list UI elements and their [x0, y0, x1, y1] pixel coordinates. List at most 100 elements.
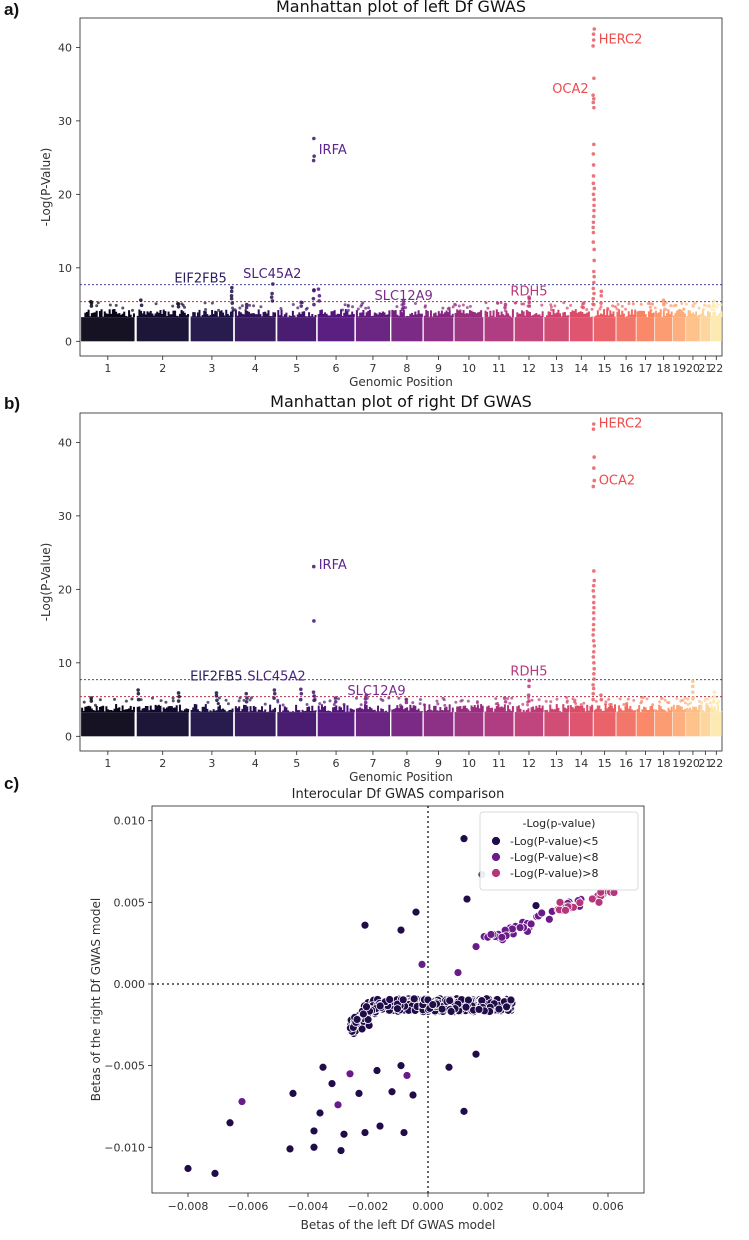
peak-snp-point	[312, 694, 316, 698]
beta-point	[446, 997, 454, 1005]
x-tick-label: 1	[104, 757, 111, 770]
snp-column	[527, 708, 529, 712]
snp-column	[353, 314, 355, 317]
peak-snp-point	[140, 304, 144, 308]
peak-snp-point	[691, 696, 695, 700]
snp-point	[510, 697, 513, 700]
peak-snp-point	[592, 672, 596, 676]
snp-point	[607, 698, 610, 701]
x-tick-label: 4	[252, 757, 259, 770]
snp-point	[264, 703, 267, 706]
peak-snp-point	[528, 304, 532, 308]
peak-snp-point	[591, 226, 595, 230]
snp-point	[252, 304, 255, 307]
snp-column	[232, 708, 234, 712]
chromosome-band	[356, 317, 390, 341]
snp-point	[435, 700, 438, 703]
snp-column	[638, 705, 640, 712]
peak-snp-point	[592, 639, 596, 643]
snp-point	[540, 304, 543, 307]
x-tick-label: 22	[709, 757, 723, 770]
peak-snp-point	[177, 691, 181, 695]
beta-point	[412, 908, 420, 916]
y-tick-label: 0	[65, 730, 72, 743]
x-tick-label: 8	[403, 362, 410, 375]
snp-column	[159, 706, 161, 712]
beta-point	[460, 835, 468, 843]
snp-point	[520, 302, 523, 305]
snp-column	[199, 310, 201, 317]
peak-snp-point	[591, 297, 595, 301]
snp-column	[353, 710, 355, 712]
peak-snp-point	[592, 628, 596, 632]
peak-snp-point	[300, 692, 304, 696]
x-tick-label: 6	[333, 362, 340, 375]
snp-column	[427, 311, 429, 317]
peak-snp-point	[334, 700, 338, 704]
snp-point	[494, 697, 497, 700]
x-tick-label: 11	[492, 362, 506, 375]
peak-snp-point	[592, 38, 596, 42]
plot-frame	[80, 413, 722, 751]
snp-point	[241, 304, 244, 307]
chromosome-7-points	[355, 697, 390, 737]
snp-column	[591, 705, 593, 712]
snp-column	[246, 706, 248, 712]
peak-snp-point	[89, 696, 93, 700]
gene-label-rdh5: RDH5	[510, 285, 547, 300]
snp-point	[155, 302, 158, 305]
y-tick-label: 20	[58, 188, 72, 201]
snp-point	[675, 304, 678, 307]
snp-point	[686, 697, 689, 700]
snp-point	[399, 704, 402, 707]
snp-point	[715, 306, 718, 309]
peak-snp-point	[312, 565, 316, 569]
snp-point	[442, 697, 445, 700]
y-tick-label: 10	[58, 262, 72, 275]
y-tick-label: −0.010	[104, 1141, 145, 1154]
peak-snp-point	[334, 696, 338, 700]
snp-point	[640, 303, 643, 306]
x-tick-label: 22	[709, 362, 723, 375]
snp-point	[459, 700, 462, 703]
x-tick-label: 0.004	[532, 1200, 564, 1213]
peak-snp-point	[592, 611, 596, 615]
x-tick-label: 11	[492, 757, 506, 770]
snp-point	[639, 701, 642, 704]
snp-point	[580, 703, 583, 706]
snp-point	[395, 305, 398, 308]
snp-point	[617, 303, 620, 306]
x-tick-label: 18	[657, 757, 671, 770]
beta-point	[400, 1129, 408, 1137]
x-tick-label: −0.008	[168, 1200, 209, 1213]
beta-point	[226, 1119, 234, 1127]
beta-point	[373, 1067, 381, 1075]
peak-snp-point	[592, 569, 596, 573]
legend-marker	[492, 853, 501, 862]
snp-point	[549, 303, 552, 306]
manhattan-right-chart: Manhattan plot of right Df GWAS010203040…	[0, 392, 749, 777]
beta-point	[508, 925, 516, 933]
beta-point	[334, 1101, 342, 1109]
peak-snp-point	[270, 292, 274, 296]
chromosome-13-points	[544, 696, 569, 736]
snp-point	[566, 701, 569, 704]
snp-column	[285, 313, 287, 318]
snp-point	[469, 305, 472, 308]
snp-column	[261, 706, 263, 712]
peak-snp-point	[527, 693, 531, 697]
chromosome-2-points	[137, 696, 189, 736]
snp-column	[623, 314, 625, 318]
snp-point	[359, 305, 362, 308]
peak-snp-point	[592, 601, 596, 605]
beta-point	[418, 960, 426, 968]
beta-point	[460, 1107, 468, 1115]
snp-point	[710, 308, 713, 311]
peak-snp-point	[592, 644, 596, 648]
beta-point	[397, 1062, 405, 1070]
peak-snp-point	[599, 693, 603, 697]
peak-snp-point	[592, 106, 596, 110]
chart-title: Manhattan plot of right Df GWAS	[270, 392, 532, 411]
chromosome-14-points	[570, 697, 593, 736]
y-tick-label: 40	[58, 41, 72, 54]
